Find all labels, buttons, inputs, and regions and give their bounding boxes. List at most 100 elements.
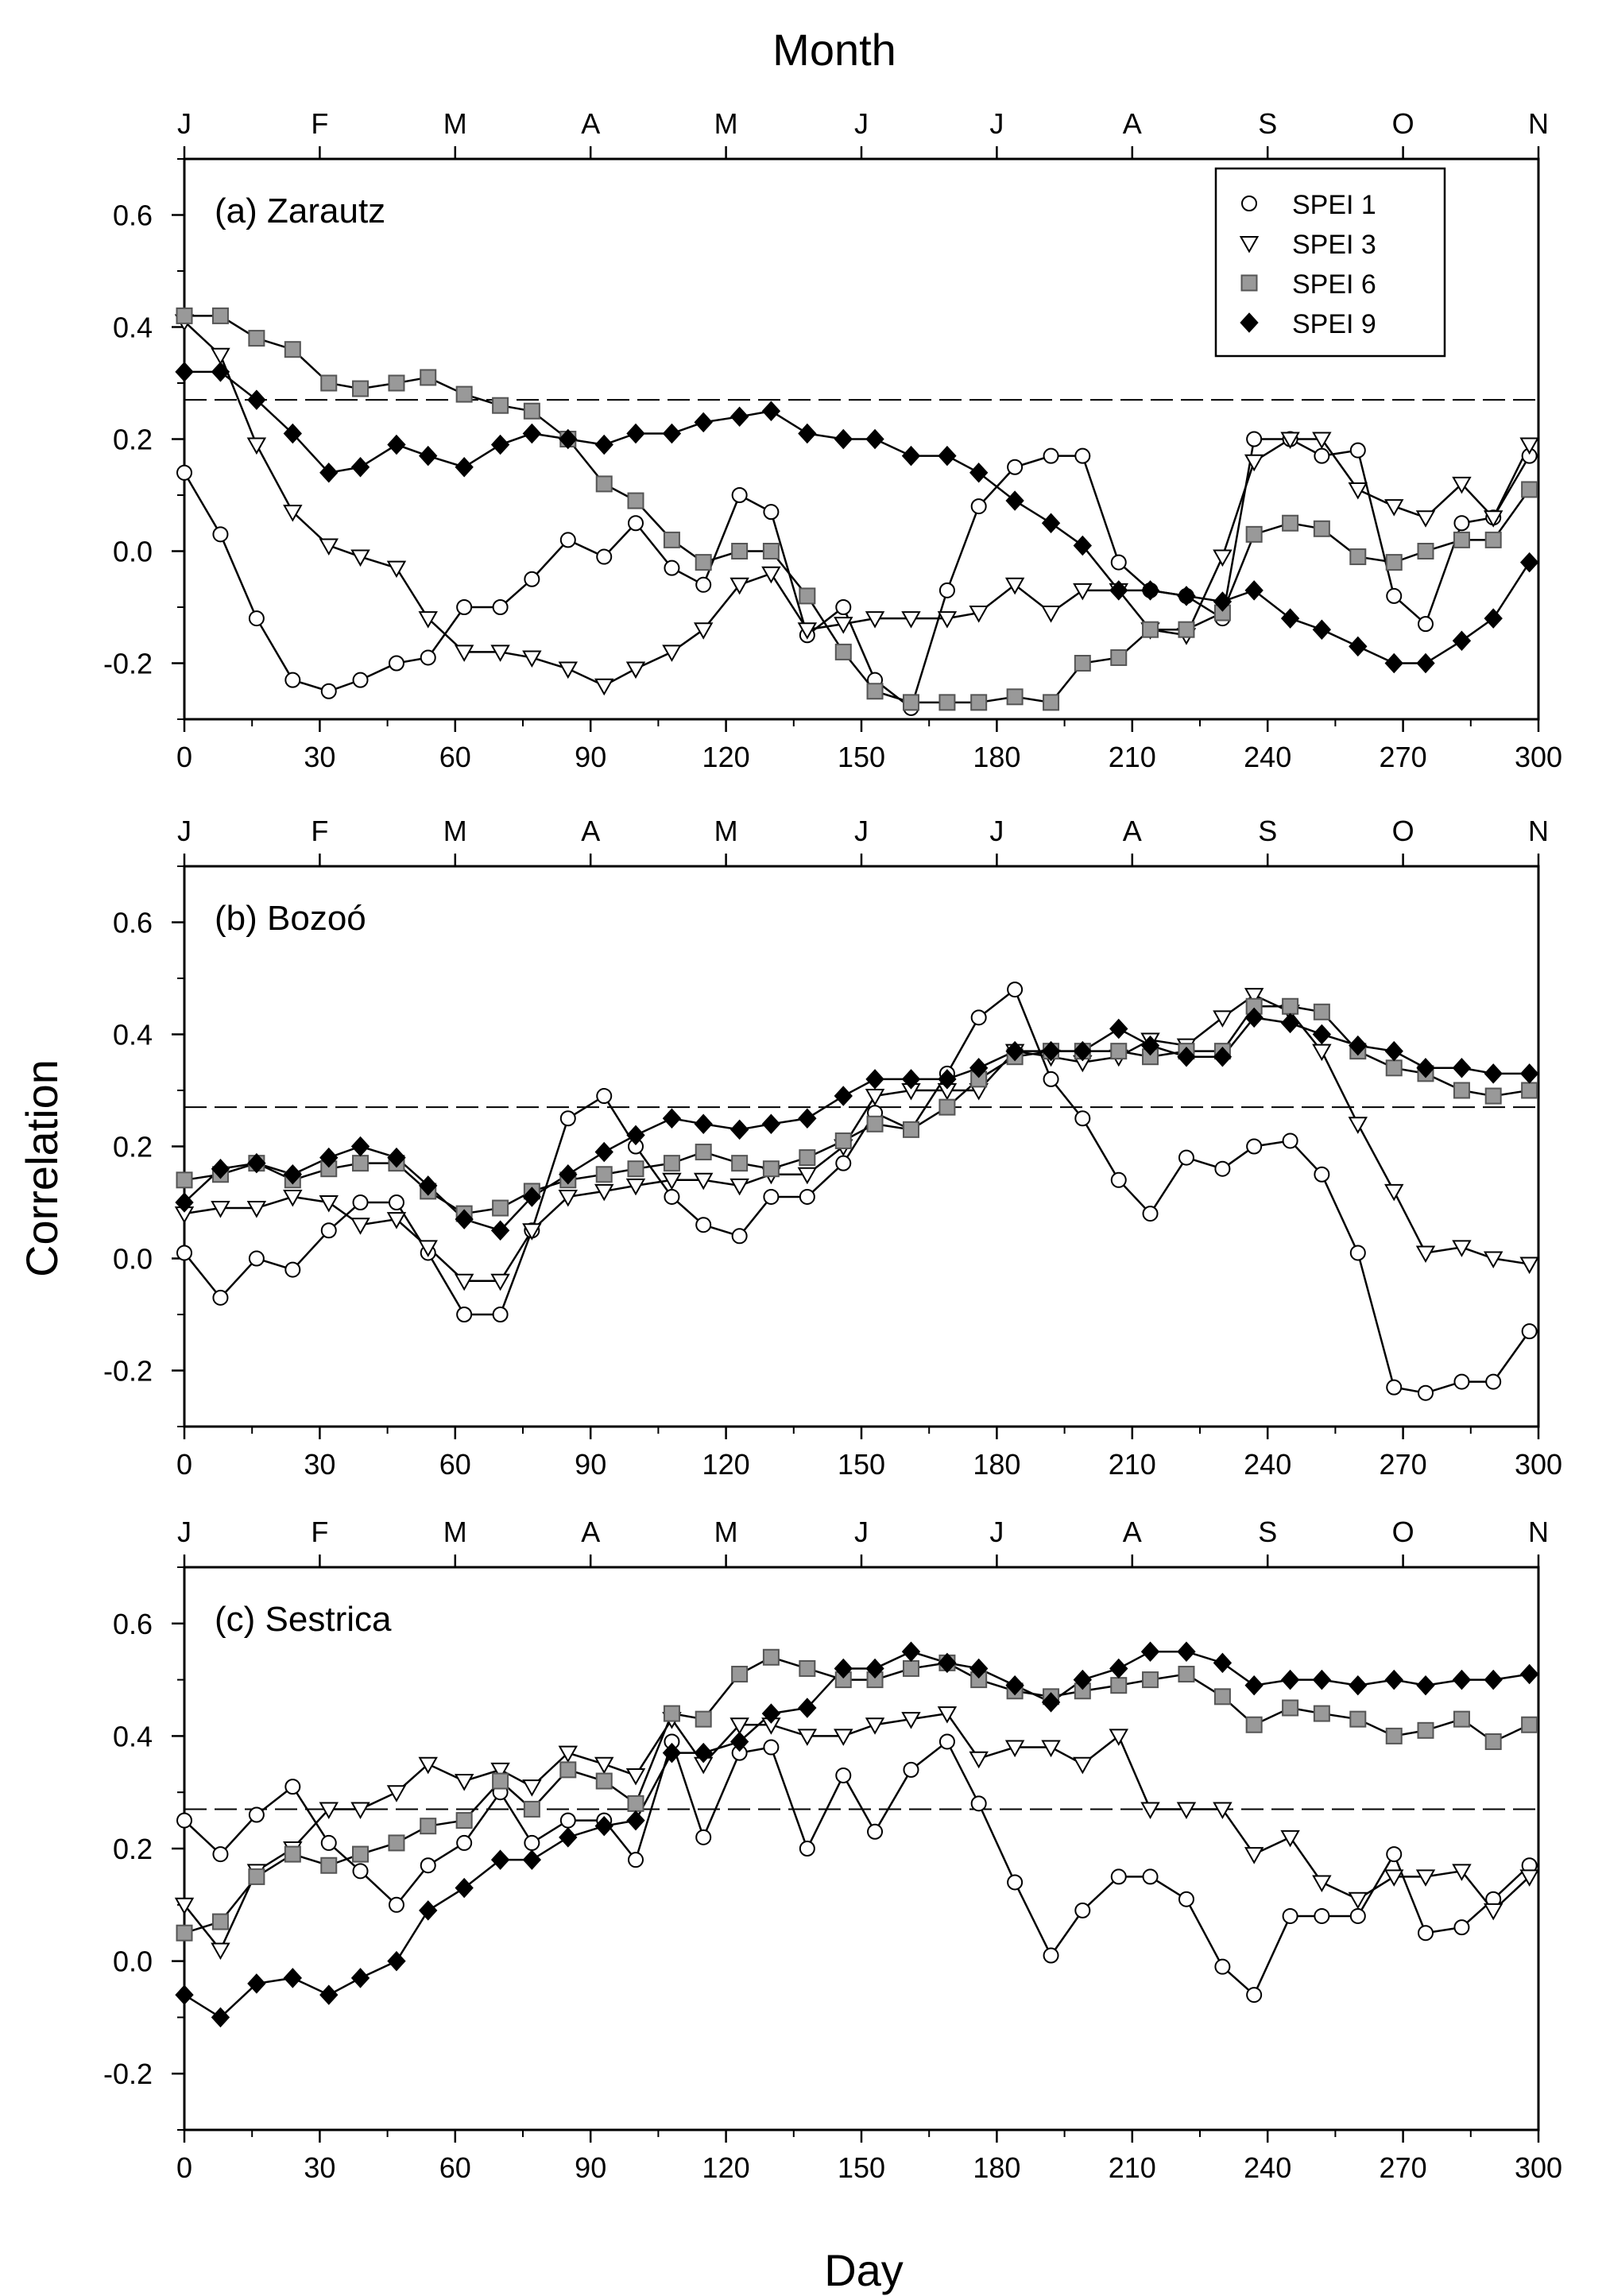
data-point: [731, 543, 749, 559]
data-point: [938, 694, 956, 711]
data-point: [1109, 1729, 1128, 1746]
x-tick-label: 90: [575, 741, 606, 773]
data-point: [1385, 1059, 1403, 1077]
data-point: [1041, 1692, 1061, 1713]
data-point: [865, 1089, 885, 1106]
x-tick-label: 60: [439, 741, 471, 773]
month-label: J: [989, 1516, 1004, 1548]
data-point: [1416, 652, 1435, 674]
data-point: [798, 423, 817, 444]
data-point: [969, 463, 989, 483]
data-point: [558, 661, 579, 680]
panel-label: (c) Sestrica: [215, 1600, 392, 1639]
y-tick-label: 0.4: [113, 1720, 153, 1752]
data-point: [1244, 1675, 1264, 1696]
data-point: [938, 1098, 956, 1116]
data-point: [1110, 1677, 1128, 1694]
data-point: [1282, 997, 1299, 1015]
data-point: [1483, 1251, 1503, 1269]
month-label: O: [1392, 1516, 1414, 1548]
data-point: [1314, 1907, 1330, 1924]
data-point: [1178, 1891, 1194, 1907]
data-point: [350, 1968, 370, 1988]
data-point: [1280, 1669, 1300, 1690]
data-point: [1074, 447, 1091, 464]
data-point: [1073, 1040, 1092, 1062]
data-point: [1282, 514, 1299, 532]
data-point: [969, 606, 989, 623]
data-point: [1110, 1868, 1127, 1885]
data-point: [902, 694, 919, 711]
data-point: [246, 437, 267, 455]
data-point: [1109, 1018, 1128, 1040]
data-point: [492, 397, 509, 414]
data-point: [1485, 1373, 1502, 1390]
data-point: [352, 1845, 370, 1863]
markers-spei-6: [176, 997, 1538, 1222]
y-tick-label: 0.2: [113, 424, 153, 456]
data-point: [1073, 1669, 1092, 1690]
data-point: [663, 1705, 680, 1722]
data-point: [938, 582, 955, 598]
data-point: [175, 362, 194, 382]
series-spei-9: [184, 1016, 1530, 1232]
data-point: [283, 1968, 302, 1988]
data-point: [1312, 1875, 1332, 1893]
data-point: [969, 1658, 989, 1679]
data-point: [901, 611, 921, 629]
panel-label: (b) Bozoó: [215, 899, 366, 938]
x-tick-label: 90: [575, 2151, 606, 2184]
x-tick-label: 180: [973, 741, 1020, 773]
data-point: [1349, 1035, 1368, 1056]
data-point: [1041, 1040, 1061, 1062]
month-label: F: [311, 1516, 328, 1548]
data-point: [1314, 1166, 1330, 1183]
y-tick-label: -0.2: [103, 648, 153, 680]
series-spei-6: [184, 315, 1531, 704]
data-point: [628, 515, 644, 532]
data-point: [248, 610, 265, 627]
data-point: [798, 1108, 817, 1129]
data-point: [594, 678, 614, 696]
legend-marker: [1241, 196, 1257, 211]
data-point: [731, 1155, 749, 1172]
data-point: [761, 1113, 781, 1135]
data-point: [455, 1877, 474, 1899]
data-point: [490, 1762, 510, 1780]
data-point: [419, 1900, 438, 1921]
month-label: M: [443, 815, 467, 847]
data-point: [798, 1698, 817, 1718]
data-point: [490, 434, 510, 455]
data-point: [1384, 1183, 1404, 1202]
data-point: [1385, 1727, 1403, 1744]
data-point: [938, 445, 957, 467]
data-point: [1073, 535, 1092, 556]
markers-spei-6: [176, 1648, 1538, 1942]
data-point: [662, 1108, 682, 1129]
data-point: [1073, 1756, 1093, 1775]
data-point: [1004, 577, 1025, 595]
data-point: [559, 428, 578, 450]
data-point: [1005, 490, 1024, 511]
data-point: [522, 423, 542, 444]
data-point: [1519, 1256, 1539, 1275]
month-label: J: [854, 107, 869, 140]
data-point: [693, 1172, 714, 1191]
data-point: [1007, 1874, 1024, 1891]
data-point: [594, 1756, 614, 1775]
data-point: [762, 1160, 780, 1178]
data-point: [901, 1069, 921, 1090]
data-point: [662, 645, 682, 662]
data-point: [596, 548, 613, 565]
data-point: [1244, 580, 1264, 601]
data-point: [522, 1187, 542, 1207]
data-point: [1043, 1947, 1059, 1964]
data-point: [761, 401, 781, 421]
panel-label: (a) Zarautz: [215, 192, 385, 230]
data-point: [797, 1729, 818, 1746]
data-point: [1483, 1903, 1503, 1921]
data-point: [246, 1201, 267, 1218]
data-point: [763, 1188, 780, 1205]
data-point: [1140, 1641, 1160, 1662]
